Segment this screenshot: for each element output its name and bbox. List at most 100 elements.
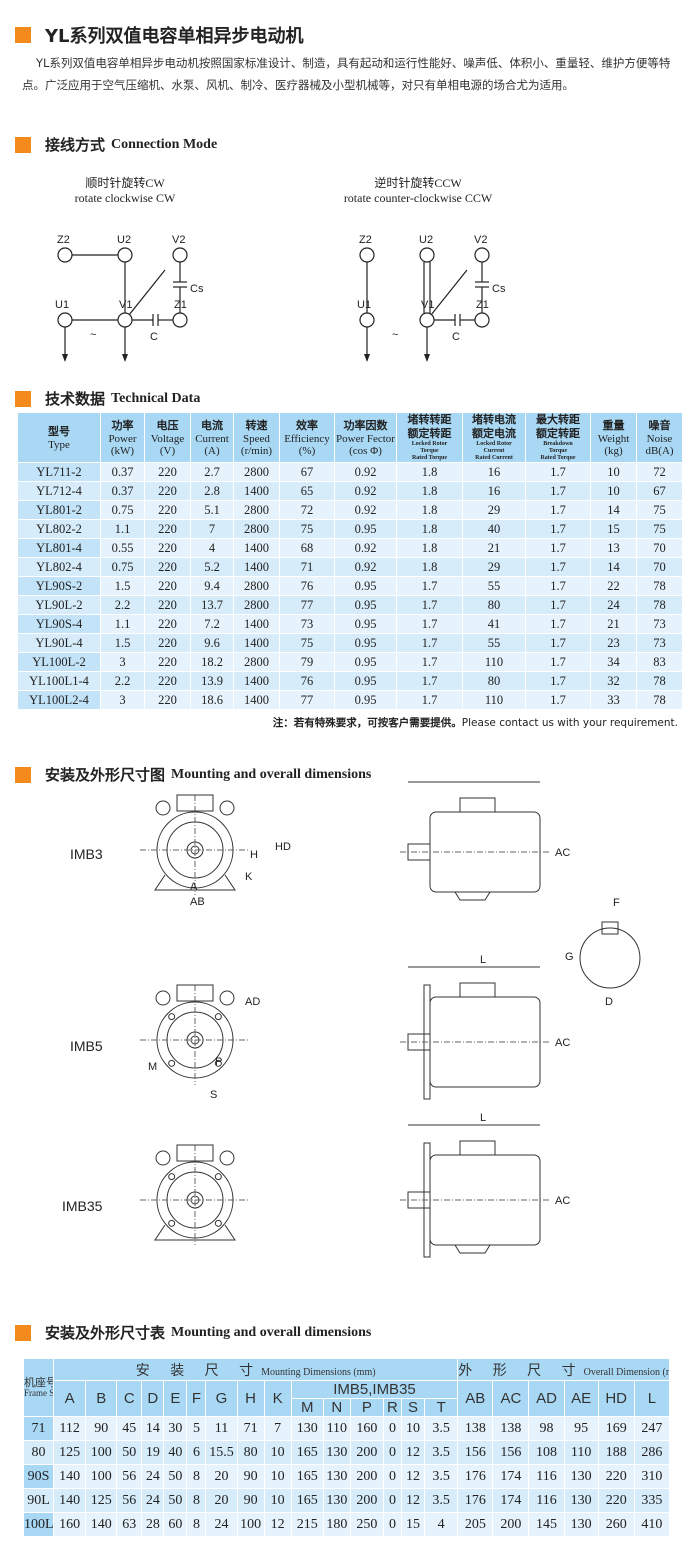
column-header: 转速 Speed (r/min): [233, 412, 280, 463]
table-cell: 10: [590, 481, 637, 501]
table-cell: 80: [462, 671, 526, 691]
table-cell: 1.7: [396, 595, 463, 615]
table-cell: 260: [597, 1512, 635, 1537]
table-cell: 165: [290, 1488, 324, 1513]
table-cell: 1.7: [525, 481, 591, 501]
column-header: 堵转电流 额定电流 Locked Rotor Current Rated Current: [462, 412, 526, 463]
table-cell: YL801-2: [17, 500, 101, 520]
table-cell: 5.2: [190, 557, 234, 577]
table-cell: 7.2: [190, 614, 234, 634]
table-cell: 12: [263, 1512, 292, 1537]
table-cell: 10: [263, 1440, 292, 1465]
wiring-diagrams: Z2 U2 V2 U1 V1 Z1 C Cs ~ Z2 U2 V2 U1 V1 Z1 C Cs ~: [55, 234, 506, 362]
table-row: YL100L-2 3 220 18.2 2800 79 0.95 1.7 110 1.7 34 83: [17, 652, 683, 672]
table-cell: 165: [290, 1464, 324, 1489]
table-cell: 0.92: [334, 538, 397, 558]
table-cell: 0: [382, 1512, 403, 1537]
table-cell: 125: [53, 1440, 87, 1465]
table-row: YL100L1-4 2.2 220 13.9 1400 76 0.95 1.7 80 1.7 32 7…: [17, 671, 683, 691]
ccw-caption: 逆时针旋转CCW rotate counter-clockwise CCW: [343, 176, 493, 205]
table-cell: 1.5: [100, 633, 145, 653]
table-cell: 174: [492, 1488, 530, 1513]
intro-text: YL系列双值电容单相异步电动机按照国家标准设计、制造，具有起动和运行性能好、噪声…: [22, 56, 671, 92]
terminal-label: V2: [172, 234, 185, 246]
table-cell: 75: [636, 519, 683, 539]
table-cell: 220: [144, 462, 191, 482]
table-cell: 176: [457, 1488, 494, 1513]
table-cell: 0.95: [334, 633, 397, 653]
terminal-v2: [172, 247, 188, 263]
table-cell: 16: [462, 481, 526, 501]
dim-label: D: [605, 996, 613, 1008]
table-cell: 220: [144, 538, 191, 558]
table-cell: 1.7: [396, 690, 463, 710]
section-marker-icon: [15, 136, 31, 153]
table-row: YL801-4 0.55 220 4 1400 68 0.92 1.8 21 1.7 13 70: [17, 538, 683, 558]
table-cell: 100: [85, 1464, 118, 1489]
column-header: 最大转距 额定转距 Breakdown Torque Rated Torque: [525, 412, 591, 463]
table-cell: 0: [382, 1416, 403, 1441]
table-cell: 1.8: [396, 500, 463, 520]
table-cell: 0: [382, 1440, 403, 1465]
table-cell: 220: [597, 1464, 635, 1489]
table-cell: 188: [597, 1440, 635, 1465]
table-cell: 73: [279, 614, 335, 634]
svg-text:C: C: [150, 331, 158, 343]
column-header: E: [163, 1380, 188, 1417]
table-cell: 220: [144, 500, 191, 520]
table-cell: 10: [400, 1416, 426, 1441]
table-cell: 220: [144, 595, 191, 615]
table-cell: 95: [563, 1416, 599, 1441]
table-cell: 0.75: [100, 500, 145, 520]
table-cell: 32: [590, 671, 637, 691]
table-cell: 77: [279, 690, 335, 710]
table-cell: 125: [85, 1488, 118, 1513]
table-cell: 0.37: [100, 462, 145, 482]
table-cell: 56: [116, 1488, 143, 1513]
terminal-label: V1: [119, 299, 132, 311]
table-cell: 90: [236, 1464, 265, 1489]
table-cell: 12: [400, 1464, 426, 1489]
table-cell: 215: [290, 1512, 324, 1537]
dim-label: AB: [190, 896, 205, 908]
page-title: YL系列双值电容单相异步电动机: [15, 22, 304, 48]
table-cell: 2.7: [190, 462, 234, 482]
table-cell: 63: [116, 1512, 143, 1537]
table-cell: 200: [492, 1512, 530, 1537]
table-cell: 79: [279, 652, 335, 672]
column-header: 型号 Type: [17, 412, 101, 463]
table-cell: 110: [462, 690, 526, 710]
table-cell: 20: [205, 1488, 238, 1513]
table-cell: 0.95: [334, 576, 397, 596]
table-cell: 14: [590, 500, 637, 520]
table-cell: 77: [279, 595, 335, 615]
table-cell: 24: [141, 1488, 165, 1513]
column-header: P: [349, 1398, 384, 1417]
table-cell: YL90S-4: [17, 614, 101, 634]
column-header: AE: [563, 1380, 599, 1417]
table-cell: 80: [236, 1440, 265, 1465]
section-technical: 技术数据 Technical Data: [15, 388, 200, 409]
table-cell: 14: [141, 1416, 165, 1441]
table-cell: 140: [53, 1464, 87, 1489]
terminal-u1: [359, 312, 375, 328]
section-marker-icon: [15, 27, 31, 43]
table-cell: 100L: [22, 1512, 55, 1537]
terminal-label: Z1: [476, 299, 489, 311]
frame-size-header: 机座号Frame Size: [22, 1358, 55, 1417]
table-cell: 5: [186, 1416, 207, 1441]
terminal-v2: [474, 247, 490, 263]
table-cell: 73: [636, 633, 683, 653]
table-row: YL90S-4 1.1 220 7.2 1400 73 0.95 1.7 41 1.7 21 73: [17, 614, 683, 634]
table-cell: 78: [636, 671, 683, 691]
table-cell: YL90S-2: [17, 576, 101, 596]
table-cell: 160: [53, 1512, 87, 1537]
column-header: B: [85, 1380, 118, 1417]
table-cell: 78: [636, 595, 683, 615]
table-cell: 110: [563, 1440, 599, 1465]
dim-label: F: [613, 897, 620, 909]
technical-data-table: 型号 Type 功率 Power (kW) 电压 Voltage (V) 电流 Current (A…: [17, 412, 683, 710]
table-cell: 1.7: [525, 538, 591, 558]
column-header: F: [186, 1380, 207, 1417]
table-cell: 75: [279, 519, 335, 539]
